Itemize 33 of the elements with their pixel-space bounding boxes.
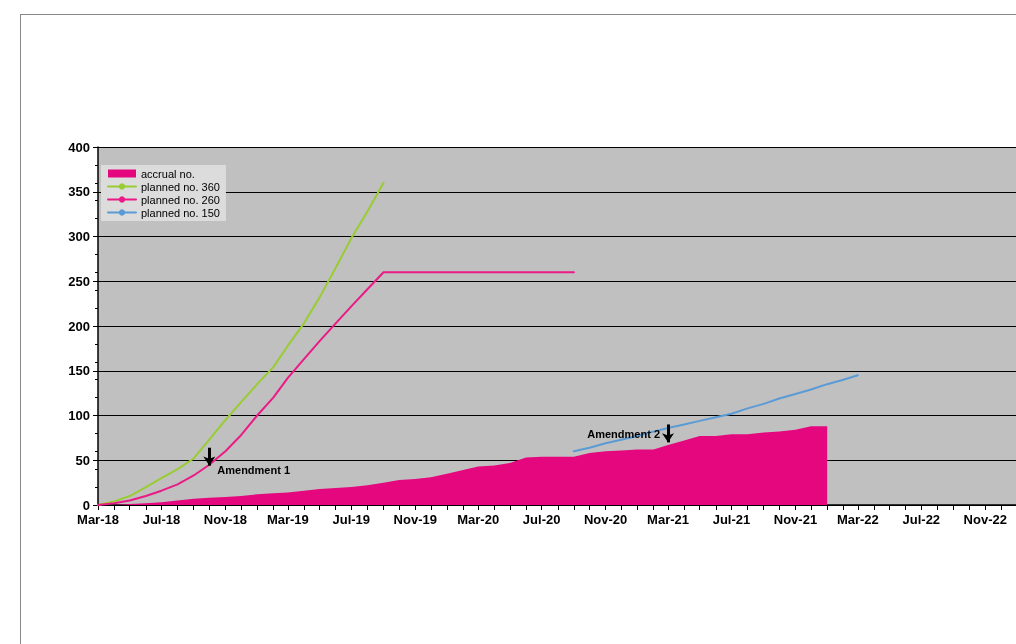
x-tick-label: Jul-21 [712,512,751,527]
x-tick-label: Nov-22 [963,512,1007,527]
x-tick-label: Nov-18 [203,512,248,527]
x-tick-label: Mar-20 [457,512,500,527]
legend-label: planned no. 360 [141,180,220,193]
legend-label: planned no. 150 [141,206,220,219]
x-tick-label: Jul-22 [902,512,941,527]
y-tick-label: 350 [68,184,90,200]
y-tick-label: 250 [68,273,90,289]
y-tick-label: 200 [68,318,90,334]
x-tick-label: Mar-19 [266,512,309,527]
y-tick-label: 100 [68,408,90,423]
x-tick-label: Mar-18 [77,512,119,527]
x-tick-label: Nov-20 [583,512,628,527]
x-tick-label: Mar-22 [836,512,879,527]
y-tick-label: 400 [68,139,90,155]
annotation: Amendment 1 [217,463,291,476]
x-tick-label: Nov-19 [393,512,437,527]
y-tick-label: 150 [68,363,90,379]
line-series [97,271,575,506]
x-tick-label: Jul-18 [142,512,181,527]
x-tick-label: Jul-19 [332,512,371,527]
annotation: Amendment 2 [587,428,661,441]
legend-label: accrual no. [141,167,195,180]
line-series [97,181,385,506]
line-series [572,374,859,453]
x-tick-label: Jul-20 [522,512,561,527]
y-tick-label: 50 [75,452,90,468]
x-tick-label: Nov-21 [773,512,818,527]
y-tick-label: 300 [68,229,90,244]
x-tick-label: Mar-21 [647,512,689,527]
legend-label: planned no. 260 [141,193,220,206]
y-tick-label: 0 [82,497,90,513]
